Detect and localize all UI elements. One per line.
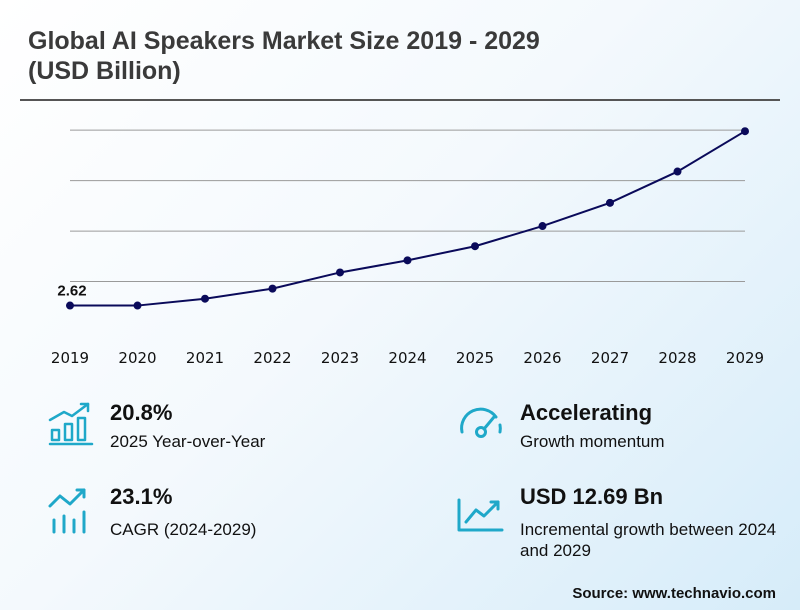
- data-label-2019: 2.62: [57, 283, 86, 300]
- stat-incremental-value: USD 12.69 Bn: [520, 484, 664, 509]
- gauge-icon: [460, 407, 502, 438]
- stat-momentum-label: Growth momentum: [520, 432, 665, 451]
- x-tick-label-2019: 2019: [51, 349, 89, 367]
- x-tick-label-2021: 2021: [186, 349, 224, 367]
- stat-yoy-label: 2025 Year-over-Year: [110, 432, 266, 451]
- data-point-2028: [673, 167, 682, 176]
- x-tick-label-2028: 2028: [658, 349, 696, 367]
- stat-cagr-value: 23.1%: [110, 484, 173, 509]
- trend-chart-icon: [457, 498, 504, 532]
- stat-momentum-value: Accelerating: [520, 400, 653, 425]
- chart-title-line-2: (USD Billion): [28, 57, 181, 85]
- chart-title: Global AI Speakers Market Size 2019 - 20…: [28, 26, 728, 86]
- x-tick-label-2024: 2024: [388, 349, 426, 367]
- source-note: Source: www.technavio.com: [572, 585, 776, 602]
- chart-title-line-1: Global AI Speakers Market Size 2019 - 20…: [28, 27, 540, 55]
- data-point-2029: [741, 127, 749, 136]
- stat-yoy-value: 20.8%: [110, 400, 173, 425]
- x-tick-label-2020: 2020: [118, 349, 156, 367]
- data-point-2025: [471, 242, 479, 251]
- bar-growth-icon: [48, 402, 94, 446]
- x-tick-label-2027: 2027: [591, 349, 629, 367]
- data-point-2022: [268, 284, 277, 293]
- data-point-2021: [201, 294, 209, 303]
- trend-bars-icon: [48, 488, 86, 534]
- line-chart: 2019 2020 2021 2022 2023 2024 2025 2026 2027 2028…: [51, 127, 764, 367]
- data-point-2024: [403, 256, 412, 265]
- x-tick-label-2029: 2029: [726, 349, 764, 367]
- data-point-2026: [538, 222, 547, 231]
- data-point-2019: [66, 301, 74, 310]
- data-point-2027: [606, 198, 614, 207]
- x-tick-label-2025: 2025: [456, 349, 494, 367]
- x-tick-label-2026: 2026: [523, 349, 561, 367]
- series-line: [70, 130, 746, 307]
- stat-cagr-label: CAGR (2024-2029): [110, 520, 257, 539]
- data-point-2020: [133, 301, 142, 310]
- data-point-2023: [336, 268, 344, 277]
- stat-incremental-label: Incremental growth between 2024 and 2029: [520, 520, 777, 560]
- x-tick-label-2022: 2022: [253, 349, 291, 367]
- x-tick-label-2023: 2023: [321, 349, 359, 367]
- title-divider: [20, 99, 780, 101]
